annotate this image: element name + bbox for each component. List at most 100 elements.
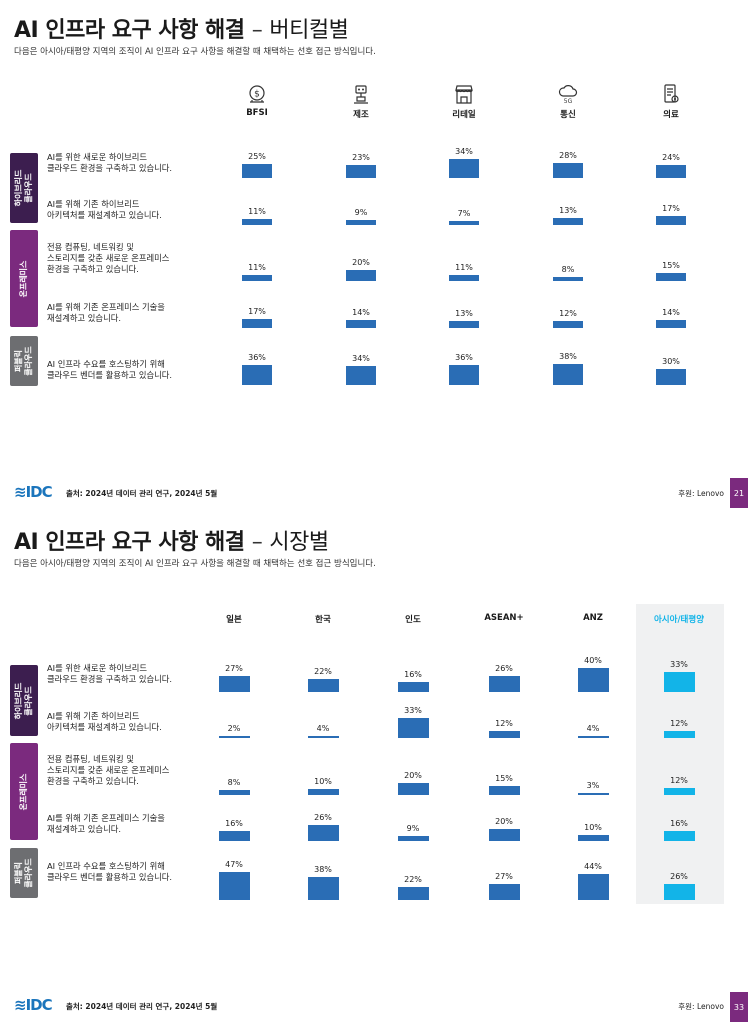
data-label: 17% [662,203,680,213]
data-label: 40% [584,656,602,665]
bank-icon: $ [246,83,268,105]
data-label: 17% [248,306,266,316]
data-label: 9% [354,208,368,218]
bar [663,730,695,738]
column-header: 한국 [315,615,331,625]
data-label: 10% [584,823,602,832]
page-title: AI 인프라 요구 사항 해결 – 버티컬별 [14,18,349,43]
data-label: 4% [586,723,600,733]
svg-text:5G: 5G [564,98,573,105]
factory-robot-icon [350,83,372,105]
bar [553,276,583,281]
column-header: ANZ [583,613,603,623]
data-label: 8% [227,778,241,788]
data-label: 27% [495,871,513,881]
row-label: AI를 위해 기존 하이브리드 아키텍처를 재설계하고 있습니다. [47,199,162,220]
data-label: 47% [225,859,243,869]
bar [242,218,272,225]
bar [488,829,520,841]
cloud-5g-icon: 5G [557,83,579,105]
group-band: 하이브리드 클라우드 [10,665,38,736]
footer-sponsor: 후원: Lenovo [678,489,724,498]
data-label: 22% [314,666,332,676]
bar [242,164,272,178]
data-label: 26% [314,813,332,823]
bar [663,884,695,900]
column-header: 통신 [560,110,576,120]
bar [488,786,520,795]
page-subtitle: 다음은 아시아/태평양 지역의 조직이 AI 인프라 요구 사항을 해결할 때 … [14,47,376,57]
bar [397,886,429,900]
data-label: 22% [404,874,422,884]
data-label: 27% [225,663,243,673]
bar [577,668,609,692]
column-header: 아시아/태평양 [653,615,705,625]
bar [242,274,272,281]
group-band: 온프레미스 [10,230,38,327]
data-label: 26% [495,664,513,674]
page-vertical: AI 인프라 요구 사항 해결 – 버티컬별 다음은 아시아/태평양 지역의 조… [10,18,748,508]
bar [346,220,376,225]
data-label: 12% [495,718,513,728]
data-label: 25% [248,152,266,162]
bar [488,676,520,692]
data-label: 10% [314,777,332,786]
bar [307,877,339,900]
column-header: 일본 [226,615,242,625]
bar [307,789,339,795]
data-label: 14% [352,308,370,318]
group-band: 하이브리드 클라우드 [10,153,38,223]
data-label: 11% [248,206,266,216]
highlight-column [636,604,724,904]
data-label: 13% [455,308,473,318]
bar [577,835,609,841]
bar [346,165,376,178]
row-label: AI를 위한 새로운 하이브리드 클라우드 환경을 구축하고 있습니다. [47,663,173,684]
data-label: 12% [670,775,688,785]
data-label: 15% [662,260,680,270]
row-label: AI를 위해 기존 하이브리드 아키텍처를 재설계하고 있습니다. [47,711,162,732]
data-label: 34% [352,354,370,364]
bar [397,718,429,738]
bar [307,735,339,738]
bar [449,365,479,385]
data-label: 26% [670,872,688,882]
data-label: 44% [584,861,602,871]
column-header: 인도 [405,615,421,625]
column-header: 제조 [353,110,369,120]
bar [449,320,479,328]
page-title: AI 인프라 요구 사항 해결 – 시장별 [14,530,329,555]
footer-source: 출처: 2024년 데이터 관리 연구, 2024년 5월 [66,1002,218,1011]
data-label: 30% [662,356,680,366]
column-header: BFSI [246,108,268,118]
bar [346,270,376,281]
bar [663,831,695,841]
data-label: 7% [457,209,471,219]
bar [242,365,272,385]
data-label: 36% [455,353,473,363]
bar [449,274,479,281]
data-label: 16% [670,819,688,829]
data-label: 8% [561,264,575,274]
data-label: 20% [404,771,422,780]
data-label: 9% [406,823,420,833]
column-header: 의료 [663,110,679,120]
data-label: 3% [586,781,600,790]
column-header: 리테일 [452,110,476,120]
data-label: 12% [670,718,688,728]
row-label: AI를 위해 기존 온프레미스 기술을 재설계하고 있습니다. [47,813,165,834]
data-label: 16% [404,670,422,680]
idc-logo: ≋IDC [14,996,53,1014]
bar [656,368,686,385]
data-label: 28% [559,150,577,160]
bar [553,217,583,225]
data-label: 12% [559,309,577,319]
data-label: 20% [352,258,370,267]
bar [553,162,583,178]
bar [397,682,429,692]
data-label: 4% [316,723,330,733]
row-label: 전용 컴퓨팅, 네트워킹 및 스토리지를 갖춘 새로운 온프레미스 환경을 구축하고… [47,242,170,274]
bar [577,873,609,900]
bar [307,678,339,692]
bar [218,831,250,841]
